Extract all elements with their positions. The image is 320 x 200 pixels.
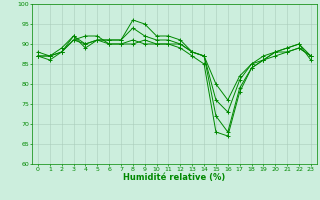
X-axis label: Humidité relative (%): Humidité relative (%) [123, 173, 226, 182]
